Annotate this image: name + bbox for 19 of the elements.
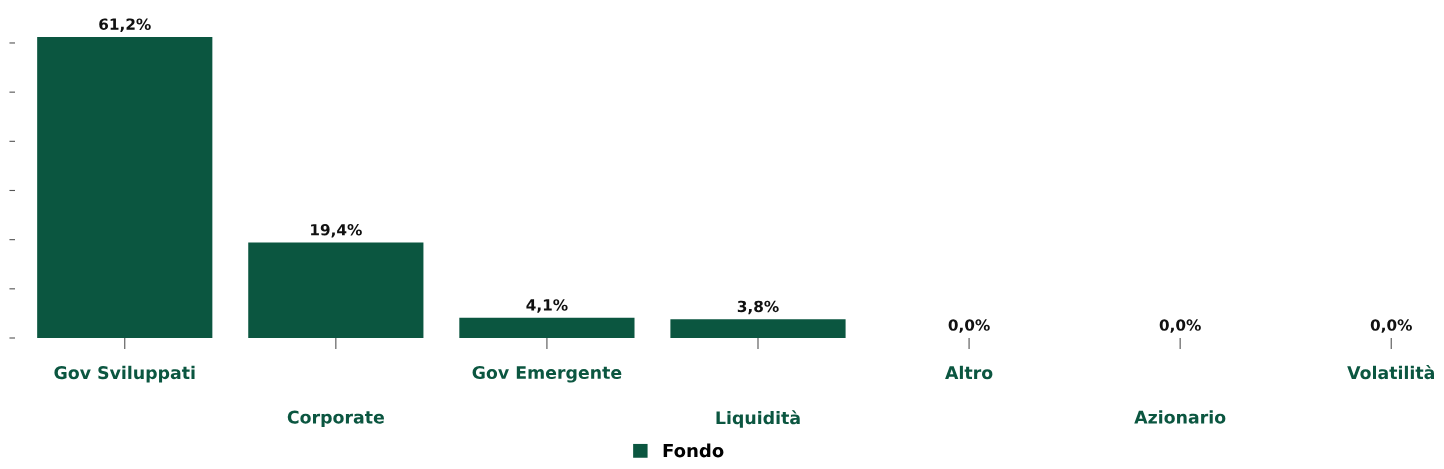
data-label: 0,0% — [1370, 319, 1412, 333]
x-tick-label: Corporate — [287, 410, 384, 428]
bar — [248, 242, 424, 338]
data-label: 4,1% — [526, 299, 568, 313]
x-tick-label: Altro — [945, 365, 993, 380]
x-tick-label: Liquidità — [716, 410, 800, 428]
data-label: 0,0% — [948, 319, 990, 333]
x-tick-label: Azionario — [1134, 410, 1226, 424]
legend-label: Fondo — [663, 443, 724, 458]
bar — [670, 319, 846, 338]
data-label: 0,0% — [1159, 319, 1201, 333]
bar — [459, 317, 635, 338]
data-label: 19,4% — [311, 223, 362, 238]
bar — [37, 37, 213, 338]
x-tick-label: Gov Sviluppati — [54, 365, 195, 383]
data-label: 3,8% — [737, 300, 779, 315]
x-tick-label: Volatilità — [1347, 365, 1434, 380]
x-tick-label: Gov Emergente — [472, 365, 622, 383]
data-label: 61,2% — [99, 18, 151, 32]
